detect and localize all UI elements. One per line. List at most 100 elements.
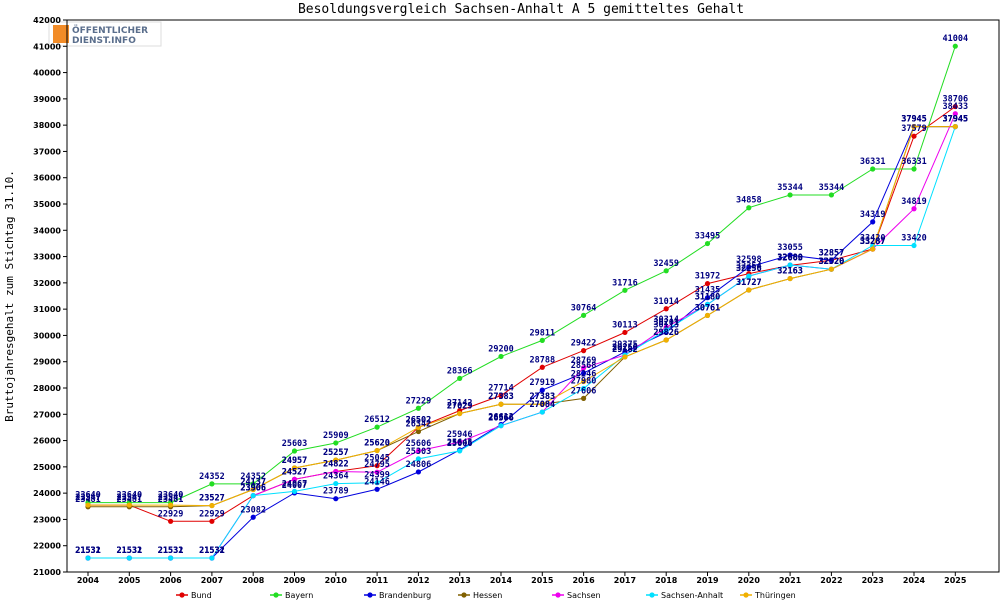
data-point [746,273,752,279]
data-point [457,410,463,417]
data-point [333,440,339,446]
data-label: 32520 [819,257,845,267]
data-point [911,242,917,249]
data-point [291,465,298,471]
data-point [911,133,917,139]
data-point [374,463,380,469]
x-tick-label: 2006 [159,576,182,585]
data-label: 31180 [695,292,721,302]
data-label: 26342 [406,420,432,430]
data-point [250,481,256,487]
data-point [911,166,917,172]
data-label: 30761 [695,303,721,313]
y-tick-label: 26000 [33,437,61,446]
x-tick-label: 2008 [242,576,265,585]
data-label: 23481 [158,495,184,505]
data-point [622,329,628,336]
data-label: 24795 [364,460,390,470]
x-tick-label: 2014 [490,576,513,585]
data-point [126,555,132,561]
data-label: 29811 [530,328,556,338]
legend-swatch-marker [273,592,279,598]
data-label: 24364 [323,472,349,482]
data-point [952,43,958,49]
y-tick-label: 42000 [33,16,61,25]
data-point [374,480,380,486]
data-point [415,424,421,430]
data-label: 33420 [901,234,927,244]
data-point [952,103,958,110]
data-point [870,219,876,225]
data-label: 32520 [819,257,845,267]
data-point [291,476,298,482]
x-tick-label: 2019 [696,576,719,585]
data-label: 38706 [943,95,969,105]
legend-swatch-marker [461,592,467,598]
y-tick-label: 33000 [33,253,61,262]
data-label: 24527 [282,467,308,477]
data-point [333,496,339,502]
data-point [250,493,256,499]
data-label: 27980 [571,377,597,387]
legend-label: Hessen [473,591,502,600]
series-line [88,106,956,522]
y-tick-label: 39000 [33,95,61,104]
x-tick-label: 2025 [944,576,967,585]
data-point [704,240,711,247]
data-label: 26566 [488,414,514,424]
logo-line-1: ÖFFENTLICHER [72,25,148,36]
x-tick-label: 2010 [325,576,348,585]
y-tick-label: 25000 [33,463,61,472]
data-point [828,266,835,272]
data-point [209,555,215,561]
data-label: 24399 [364,471,390,481]
data-label: 37945 [943,115,969,125]
data-label: 27383 [530,392,556,402]
data-point [374,424,380,430]
data-label: 29422 [571,339,597,349]
data-point [374,486,380,492]
data-label: 28568 [571,361,597,371]
x-axis: 2004 2005 2006 2007 2008 2009 2010 2011 2012 2013… [77,572,967,585]
data-point [168,502,174,508]
data-label: 37945 [901,115,927,125]
x-tick-label: 2009 [283,576,306,585]
data-label: 27029 [447,402,473,412]
y-axis-label: Bruttojahresgehalt zum Stichtag 31.10. [3,170,16,422]
data-label: 29375 [612,340,638,350]
y-tick-label: 37000 [33,147,61,156]
data-point [622,354,628,360]
data-label: 21532 [199,546,225,556]
y-axis: 21000 22000 23000 24000 25000 26000 27000 28000… [33,16,67,577]
data-label: 32520 [819,257,845,267]
data-label: 24806 [406,460,432,470]
data-label: 32520 [819,257,845,267]
series-line [88,126,956,507]
data-point [498,353,504,360]
data-label: 32256 [736,264,762,274]
data-label: 32857 [819,248,845,258]
data-label: 27229 [406,396,432,406]
data-label: 34858 [736,196,762,206]
x-tick-label: 2017 [614,576,636,585]
data-label: 27919 [530,378,556,388]
data-point [622,287,628,293]
data-label: 32354 [736,262,762,272]
data-label: 25606 [406,439,432,449]
data-label: 32680 [777,253,803,263]
legend-swatch-marker [649,592,655,598]
data-label: 35344 [777,183,803,193]
y-tick-label: 41000 [33,42,61,51]
data-label: 24527 [282,467,308,477]
data-point [746,205,752,211]
data-label: 28788 [530,355,556,365]
data-point [250,514,256,520]
series-line [88,126,956,559]
data-point [663,268,669,274]
data-label: 28769 [571,356,597,366]
x-tick-label: 2004 [77,576,100,585]
data-label: 41004 [943,34,969,44]
data-point [581,365,587,371]
legend: Bund Bayern Brandenburg Hessen Sachsen Sachse… [176,591,796,600]
data-point [457,448,463,454]
